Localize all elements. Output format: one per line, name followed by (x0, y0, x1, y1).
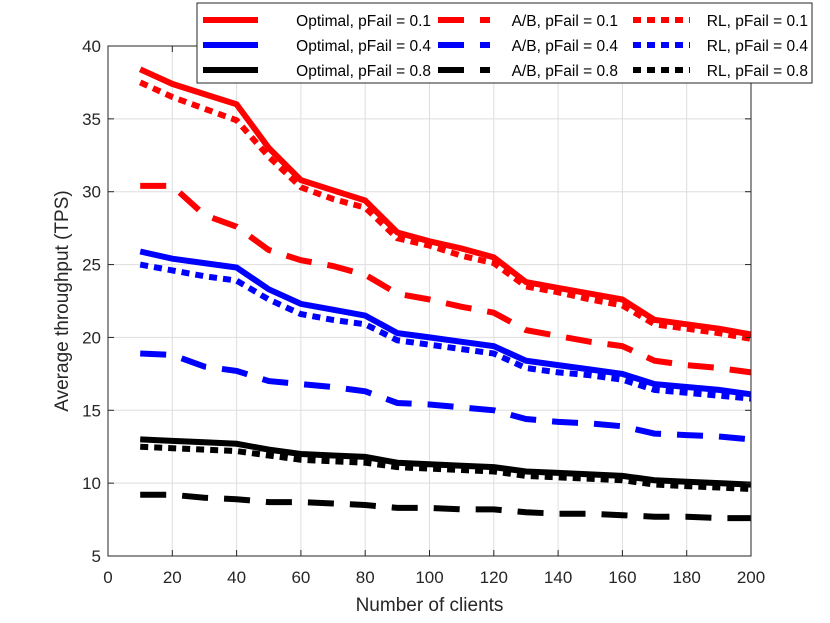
y-tick-label: 25 (82, 256, 101, 275)
y-tick-label: 10 (82, 474, 101, 493)
x-tick-label: 0 (103, 568, 112, 587)
legend: Optimal, pFail = 0.1 Optimal, pFail = 0.4… (196, 2, 813, 84)
legend-label-8: RL, pFail = 0.4 (707, 38, 809, 55)
y-tick-label: 30 (82, 183, 101, 202)
legend-label-6: A/B, pFail = 0.8 (512, 63, 618, 80)
x-axis-label: Number of clients (356, 595, 504, 616)
x-tick-label: 140 (544, 568, 572, 587)
y-tick-label: 40 (82, 37, 101, 56)
x-tick-label: 80 (356, 568, 375, 587)
legend-label-2: Optimal, pFail = 0.4 (296, 38, 431, 55)
series-line-9 (140, 443, 752, 492)
x-tick-label: 120 (480, 568, 508, 587)
y-tick-label: 20 (82, 328, 101, 347)
x-tick-label: 160 (608, 568, 636, 587)
series-line-6 (140, 491, 751, 522)
legend-label-5: A/B, pFail = 0.4 (512, 38, 619, 55)
legend-label-3: Optimal, pFail = 0.8 (296, 63, 431, 80)
y-axis-label: Average throughput (TPS) (52, 190, 73, 411)
y-tick-labels: 5 10 15 20 25 30 35 40 (82, 37, 101, 566)
y-tick-label: 5 (92, 547, 101, 566)
x-tick-label: 60 (291, 568, 310, 587)
y-tick-label: 35 (82, 110, 101, 129)
legend-box (196, 2, 813, 84)
series-line-7 (138, 79, 752, 342)
legend-label-7: RL, pFail = 0.1 (707, 13, 808, 30)
series-line-2 (139, 248, 752, 398)
series-line-8 (139, 261, 752, 402)
series-line-4 (140, 182, 752, 376)
x-tick-label: 180 (673, 568, 701, 587)
x-tick-label: 40 (227, 568, 246, 587)
x-tick-labels: 0 20 40 60 80 100 120 140 160 180 200 (103, 568, 765, 587)
legend-label-4: A/B, pFail = 0.1 (512, 13, 618, 30)
series-line-3 (140, 436, 752, 488)
legend-label-1: Optimal, pFail = 0.1 (296, 13, 431, 30)
series-line-1 (138, 66, 752, 338)
legend-label-9: RL, pFail = 0.8 (707, 63, 808, 80)
x-tick-label: 100 (415, 568, 443, 587)
series-line-5 (140, 350, 752, 443)
x-tick-label: 200 (737, 568, 765, 587)
series-layer (138, 66, 752, 522)
y-tick-label: 15 (82, 401, 101, 420)
x-tick-label: 20 (163, 568, 182, 587)
